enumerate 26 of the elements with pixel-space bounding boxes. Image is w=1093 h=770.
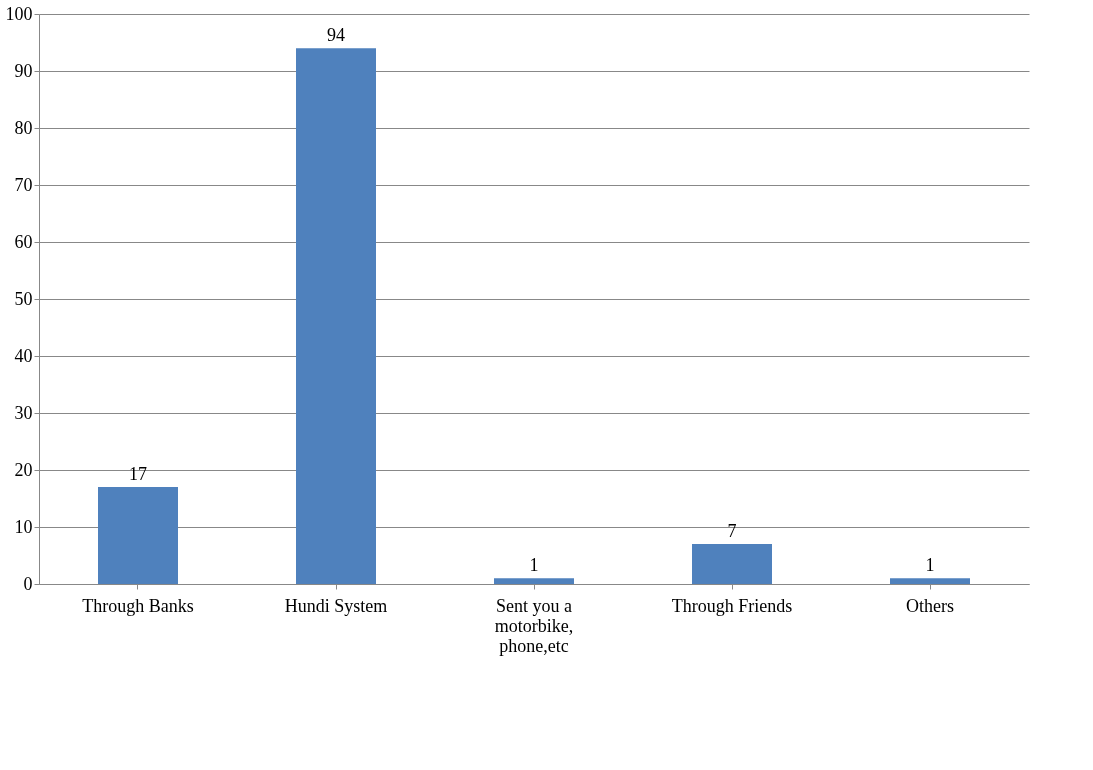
y-tick-label: 70	[14, 174, 33, 195]
bar	[296, 48, 376, 584]
y-tick-label: 30	[14, 402, 33, 423]
bar	[692, 544, 772, 584]
y-tick-label: 100	[5, 3, 33, 24]
y-tick-label: 90	[14, 60, 33, 81]
data-label: 17	[129, 464, 147, 485]
bar	[890, 578, 970, 584]
x-tick-label: Through Friends	[671, 595, 793, 616]
y-tick-label: 80	[14, 117, 33, 138]
y-tick-label: 40	[14, 345, 33, 366]
y-tick-label: 10	[14, 516, 33, 537]
x-tick-label: Through Banks	[82, 595, 194, 616]
bar	[98, 487, 178, 584]
x-tick-label: Sent you a motorbike, phone,etc	[494, 595, 574, 656]
bar	[494, 578, 574, 584]
data-label: 94	[327, 25, 345, 46]
y-tick-label: 0	[23, 573, 33, 594]
y-tick-label: 60	[14, 231, 33, 252]
x-tick-label: Others	[906, 595, 954, 616]
data-label: 1	[925, 555, 935, 576]
y-tick-label: 20	[14, 459, 33, 480]
data-label: 7	[727, 521, 737, 542]
x-tick-label: Hundi System	[284, 595, 388, 616]
y-tick-label: 50	[14, 288, 33, 309]
data-label: 1	[529, 555, 539, 576]
